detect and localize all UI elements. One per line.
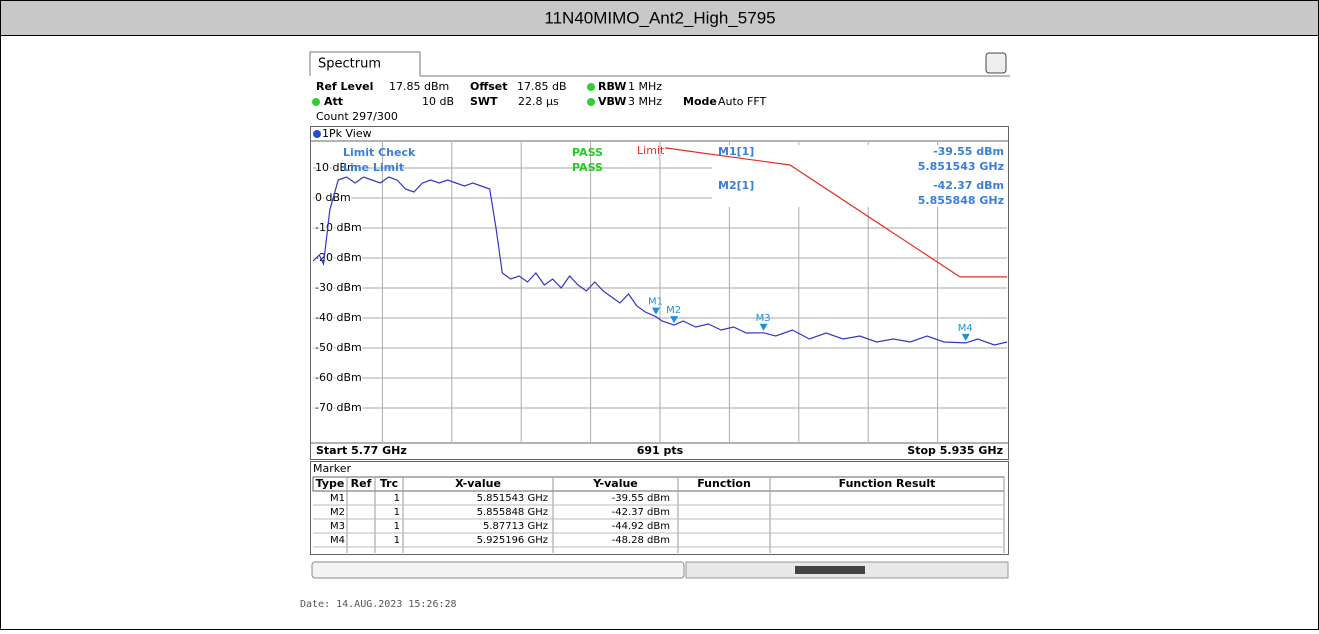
label: Mode [683, 95, 717, 108]
cell: M3 [330, 521, 345, 532]
value: 3 MHz [628, 95, 662, 108]
marker [651, 307, 660, 315]
column-header: Ref [351, 477, 372, 490]
view: 1Pk View [322, 127, 372, 140]
line-limit: Line Limit [343, 161, 404, 174]
cell: 1 [394, 521, 400, 532]
y-tick-label: -10 dBm [315, 221, 362, 234]
value: Auto FFT [718, 95, 766, 108]
cell: 1 [394, 493, 400, 504]
dot [587, 98, 595, 106]
tab-label: Spectrum [318, 57, 381, 72]
cell: 5.851543 GHz [477, 493, 548, 504]
cell: 5.855848 GHz [477, 507, 548, 518]
column-header: X-value [455, 477, 501, 490]
column-header: Trc [380, 477, 398, 490]
progress [795, 566, 865, 574]
cell: M1 [330, 493, 345, 504]
label: Att [324, 95, 343, 108]
value: 22.8 µs [518, 95, 559, 108]
marker-name: M2[1] [718, 179, 754, 192]
status-box [311, 561, 685, 579]
trace [312, 176, 1008, 346]
y-tick-label: -50 dBm [315, 341, 362, 354]
info-box [712, 145, 1007, 207]
line-result: PASS [572, 161, 603, 174]
marker-freq: 5.855848 GHz [918, 194, 1004, 207]
marker-level: -39.55 dBm [933, 145, 1004, 158]
limit-check: Limit Check [343, 146, 416, 159]
cell: M4 [330, 535, 345, 546]
cell: -44.92 dBm [612, 521, 670, 532]
column-header: Y-value [592, 477, 638, 490]
stop: Stop 5.935 GHz [907, 444, 1003, 457]
label: VBW [598, 95, 626, 108]
title: 11N40MIMO_Ant2_High_5795 [544, 8, 775, 27]
dot [312, 98, 320, 106]
label: Offset [470, 80, 508, 93]
marker-label: M2 [666, 305, 681, 316]
limit-result: PASS [572, 146, 603, 159]
y-tick-label: -20 dBm [315, 251, 362, 264]
column-header: Function [697, 477, 751, 490]
cell: -39.55 dBm [612, 493, 670, 504]
marker-level: -42.37 dBm [933, 179, 1004, 192]
cell: M2 [330, 507, 345, 518]
date: Date: 14.AUG.2023 15:26:28 [300, 599, 457, 610]
value: 10 dB [422, 95, 454, 108]
limit-line [664, 147, 1007, 278]
cell: -42.37 dBm [612, 507, 670, 518]
icon[interactable] [985, 52, 1007, 74]
value: 17.85 dBm [389, 80, 449, 93]
marker-table: Type Ref Trc X-value Y-value Function Function… [312, 476, 1005, 553]
y-tick-label: -70 dBm [315, 401, 362, 414]
cell: 1 [394, 535, 400, 546]
title-bar [0, 0, 1319, 36]
limit-label: Limit [637, 144, 665, 157]
y-tick-label: -30 dBm [315, 281, 362, 294]
cell: -48.28 dBm [612, 535, 670, 546]
label: SWT [470, 95, 498, 108]
marker [670, 316, 679, 324]
value: 1 MHz [628, 80, 662, 93]
y-tick-label: -60 dBm [315, 371, 362, 384]
marker-freq: 5.851543 GHz [918, 160, 1004, 173]
column-header: Type [316, 477, 345, 490]
marker-label: M4 [958, 323, 973, 334]
tab[interactable] [309, 51, 421, 76]
y-tick-label: 10 dBm [315, 161, 358, 174]
cell: 5.925196 GHz [477, 535, 548, 546]
value: 17.85 dB [517, 80, 567, 93]
marker-label: M3 [756, 313, 771, 324]
label: RBW [598, 80, 626, 93]
marker-name: M1[1] [718, 145, 754, 158]
start: Start 5.77 GHz [316, 444, 407, 457]
dot [587, 83, 595, 91]
points: 691 pts [637, 444, 684, 457]
marker [961, 333, 970, 341]
label: Ref Level [316, 80, 373, 93]
dot [313, 130, 321, 138]
column-header: Function Result [839, 477, 936, 490]
cell: 1 [394, 507, 400, 518]
y-tick-label: -40 dBm [315, 311, 362, 324]
table-title: Marker [313, 462, 351, 475]
cell: 5.87713 GHz [483, 521, 548, 532]
marker [759, 323, 768, 331]
marker-label: M1 [648, 297, 663, 308]
count: Count 297/300 [316, 110, 398, 123]
